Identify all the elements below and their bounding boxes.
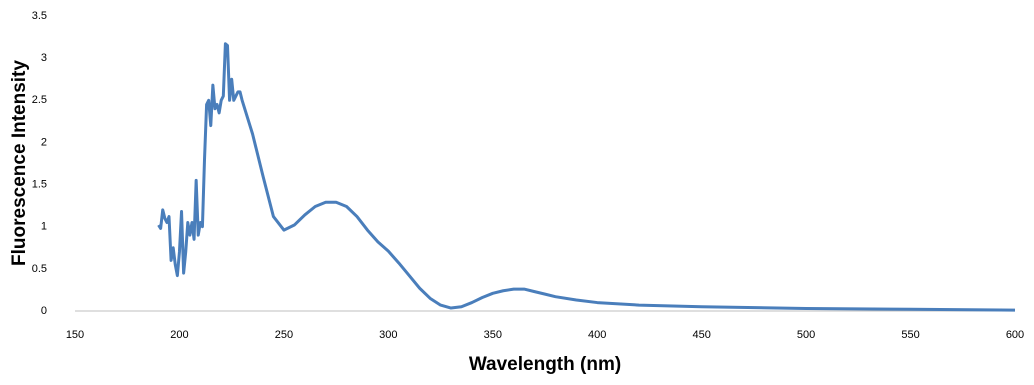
- x-tick-label: 600: [1006, 329, 1024, 341]
- x-tick-label: 150: [66, 329, 84, 341]
- y-tick-label: 2: [41, 136, 47, 148]
- chart: Wavelength (nm) Fluorescence Intensity 0…: [0, 0, 1034, 385]
- x-tick-label: 500: [797, 329, 815, 341]
- y-tick-label: 1: [41, 221, 47, 233]
- y-tick-label: 3.5: [32, 10, 47, 22]
- x-tick-label: 200: [170, 329, 188, 341]
- y-tick-label: 0.5: [32, 263, 47, 275]
- data-line: [159, 44, 1015, 310]
- x-tick-label: 250: [275, 329, 293, 341]
- y-axis-title: Fluorescence Intensity: [9, 60, 30, 266]
- x-tick-label: 400: [588, 329, 606, 341]
- y-tick-label: 1.5: [32, 178, 47, 190]
- x-tick-label: 300: [379, 329, 397, 341]
- x-tick-label: 550: [901, 329, 919, 341]
- y-tick-label: 2.5: [32, 94, 47, 106]
- y-tick-label: 0: [41, 305, 47, 317]
- x-axis-title: Wavelength (nm): [469, 354, 621, 375]
- y-tick-label: 3: [41, 52, 47, 64]
- x-tick-label: 450: [692, 329, 710, 341]
- x-tick-label: 350: [484, 329, 502, 341]
